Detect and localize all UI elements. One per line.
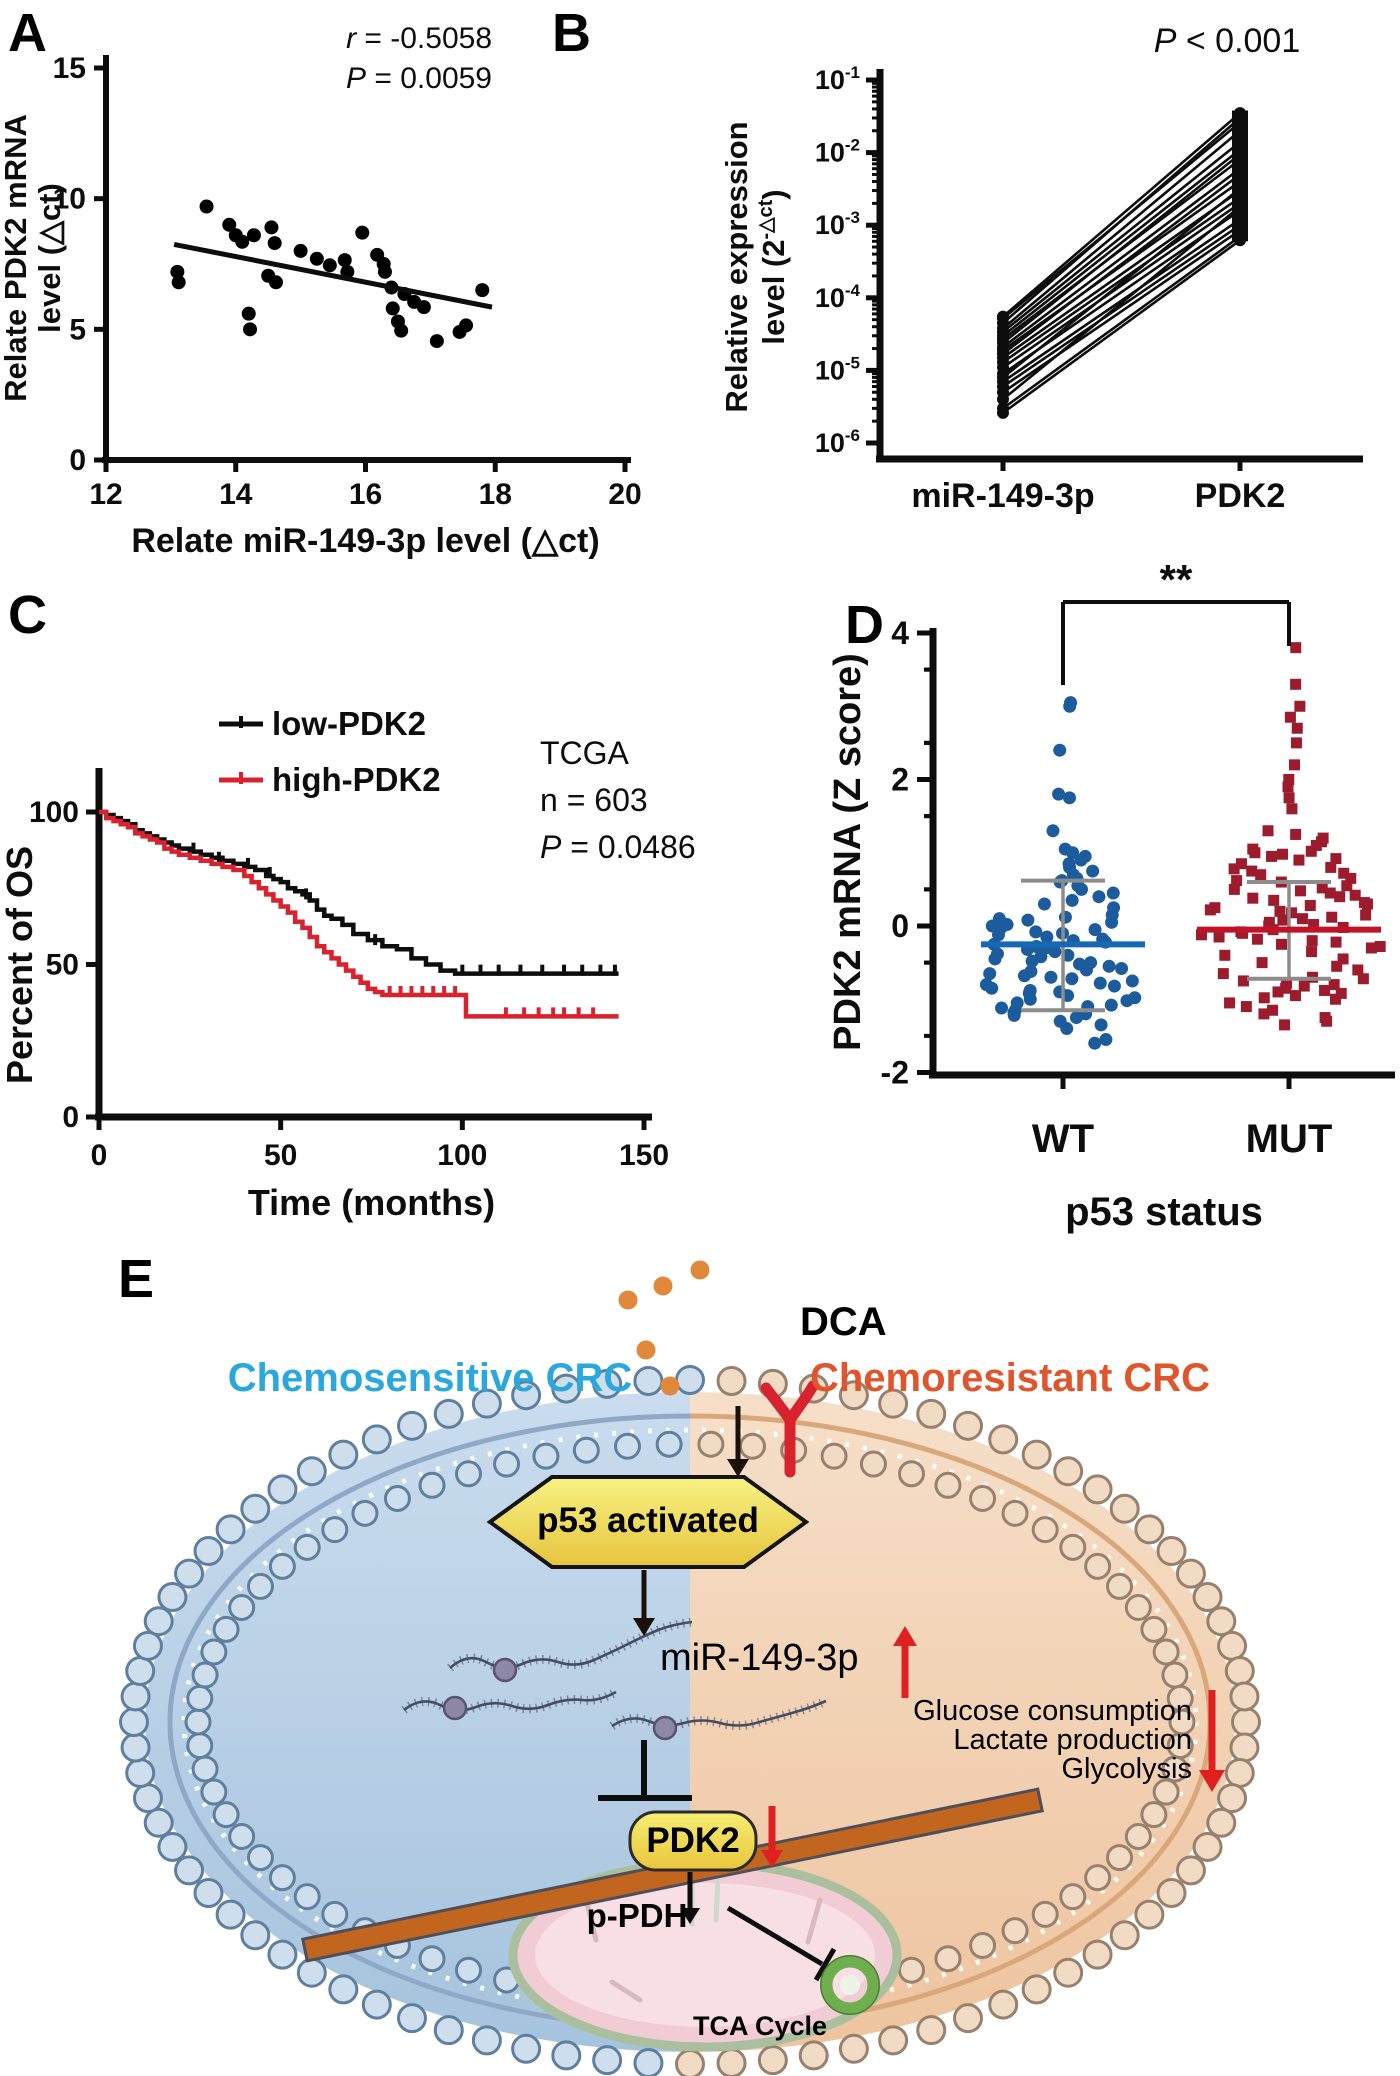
svg-text:TCGA: TCGA — [540, 735, 630, 771]
tca-cycle-label: TCA Cycle — [692, 2011, 828, 2041]
svg-text:high-PDK2: high-PDK2 — [272, 761, 441, 798]
mir-149-3p-label: miR-149-3p — [660, 1637, 859, 1679]
c-annotations: TCGA n = 603 P = 0.0486 — [540, 735, 696, 865]
svg-text:0: 0 — [62, 1101, 79, 1134]
svg-text:10: 10 — [53, 183, 86, 216]
b-axes: 10-1 10-2 10-3 10-4 10-5 10-6 miR-149-3p PDK2 Re… — [719, 63, 1363, 515]
b-annotation: P < 0.001 — [1154, 22, 1301, 60]
svg-text:50: 50 — [46, 949, 79, 982]
svg-text:10-6: 10-6 — [815, 426, 860, 458]
svg-text:miR-149-3p: miR-149-3p — [911, 477, 1094, 515]
c-curve-high-PDK2 — [99, 809, 619, 1019]
c-legend: low-PDK2 high-PDK2 — [219, 705, 441, 798]
svg-text:n = 603: n = 603 — [540, 782, 648, 818]
svg-text:level (△ct): level (△ct) — [32, 183, 67, 333]
svg-text:Relate miR-149-3p level (△ct): Relate miR-149-3p level (△ct) — [131, 522, 599, 560]
svg-text:Percent of OS: Percent of OS — [0, 846, 40, 1084]
panel-e-cell-diagram — [119, 1260, 1261, 2076]
svg-text:10-1: 10-1 — [815, 63, 860, 95]
membrane-beads-inner — [184, 1430, 1196, 2014]
tca-cycle-ring — [820, 1955, 880, 2015]
svg-text:Time (months): Time (months) — [248, 1182, 495, 1223]
d-axes: -2 0 2 4 WT MUT p53 status PDK2 mRNA (Z score) — [827, 615, 1395, 1234]
mirna-strands — [401, 1617, 828, 1741]
a-points — [170, 199, 490, 349]
panel-e-label: E — [118, 1249, 155, 1309]
d-points-WT — [979, 696, 1142, 1050]
svg-text:100: 100 — [29, 796, 79, 829]
svg-text:P = 0.0059: P = 0.0059 — [346, 62, 492, 95]
lactate-production-label: Lactate production — [953, 1724, 1192, 1756]
d-points-MUT — [1196, 642, 1386, 1031]
svg-text:100: 100 — [437, 1139, 487, 1172]
svg-text:10-5: 10-5 — [815, 353, 860, 385]
svg-text:5: 5 — [69, 313, 86, 346]
membrane-beads-outer — [119, 1365, 1261, 2076]
glycolysis-label: Glycolysis — [1061, 1753, 1192, 1785]
panel-b-paired-line-chart: 10-1 10-2 10-3 10-4 10-5 10-6 miR-149-3p PDK2 Re… — [719, 22, 1363, 515]
svg-text:P = 0.0486: P = 0.0486 — [540, 829, 696, 865]
chemoresistant-crc-label: Chemoresistant CRC — [809, 1356, 1211, 1400]
svg-text:15: 15 — [53, 52, 86, 85]
a-trendline — [173, 241, 493, 310]
svg-text:Relate PDK2 mRNA: Relate PDK2 mRNA — [0, 114, 33, 402]
svg-text:**: ** — [1160, 556, 1193, 603]
svg-text:12: 12 — [89, 478, 122, 511]
a-axes: 0 5 10 15 12 14 16 18 20 Relate miR-149-3p level … — [0, 52, 642, 560]
svg-text:-2: -2 — [881, 1055, 909, 1091]
mitochondrion — [508, 1858, 902, 2052]
svg-text:150: 150 — [619, 1139, 669, 1172]
svg-text:0: 0 — [69, 444, 86, 477]
c-curve-low-PDK2 — [99, 809, 619, 976]
p-pdh-label: p-PDH — [586, 1897, 688, 1934]
svg-text:2: 2 — [891, 762, 909, 798]
pdk2-box — [628, 1810, 758, 1872]
svg-text:P < 0.001: P < 0.001 — [1154, 22, 1301, 60]
svg-text:14: 14 — [219, 478, 253, 511]
svg-text:18: 18 — [479, 478, 512, 511]
svg-text:10-4: 10-4 — [815, 281, 861, 313]
svg-text:Relative expression: Relative expression — [719, 121, 754, 412]
svg-text:r = -0.5058: r = -0.5058 — [346, 22, 492, 55]
svg-text:low-PDK2: low-PDK2 — [272, 705, 426, 742]
d-significance-bracket: ** — [1061, 556, 1291, 685]
panel-d-label: D — [845, 595, 884, 655]
svg-text:10-3: 10-3 — [815, 208, 860, 240]
svg-text:0: 0 — [91, 1139, 108, 1172]
svg-text:50: 50 — [264, 1139, 297, 1172]
svg-text:WT: WT — [1032, 1117, 1094, 1161]
svg-text:PDK2: PDK2 — [1195, 477, 1286, 515]
regulation-arrows — [761, 1626, 1225, 1868]
panel-c-survival-chart: 0 50 100 0 50 100 150 Time (months) Percent of O… — [0, 705, 696, 1223]
panel-b-label: B — [552, 3, 591, 63]
svg-text:level (2-△ct): level (2-△ct) — [755, 189, 791, 344]
svg-text:p53 status: p53 status — [1065, 1190, 1263, 1234]
svg-text:16: 16 — [349, 478, 382, 511]
svg-text:20: 20 — [608, 478, 641, 511]
dca-label: DCA — [800, 1300, 887, 1344]
metabolic-effects-list: Glucose consumption Lactate production G… — [860, 1697, 1192, 1784]
seesaw-beam — [301, 1787, 1044, 1963]
signal-flow — [598, 1406, 837, 1982]
panel-a-label: A — [8, 3, 47, 63]
b-pairs — [997, 107, 1248, 419]
chemosensitive-crc-label: Chemosensitive CRC — [227, 1356, 633, 1400]
a-annotations: r = -0.5058 P = 0.0059 — [346, 22, 492, 95]
svg-text:MUT: MUT — [1246, 1117, 1333, 1161]
svg-text:PDK2 mRNA (Z score): PDK2 mRNA (Z score) — [827, 653, 869, 1051]
pdk2-label: PDK2 — [646, 1821, 740, 1860]
panel-a-scatter-chart: 0 5 10 15 12 14 16 18 20 Relate miR-149-3p level … — [0, 22, 642, 560]
svg-text:10-2: 10-2 — [815, 136, 860, 168]
panel-d-beeswarm-chart: -2 0 2 4 WT MUT p53 status PDK2 mRNA (Z score) *… — [827, 556, 1395, 1234]
glucose-consumption-label: Glucose consumption — [913, 1695, 1192, 1727]
p53-hexagon — [486, 1475, 810, 1569]
svg-text:0: 0 — [891, 908, 909, 944]
dca-receptor — [760, 1380, 819, 1478]
svg-text:4: 4 — [891, 615, 909, 651]
dca-molecules — [618, 1260, 710, 1396]
p53-activated-label: p53 activated — [537, 1501, 759, 1540]
panel-c-label: C — [8, 585, 47, 645]
c-axes: 0 50 100 0 50 100 150 Time (months) Percent of O… — [0, 768, 669, 1223]
